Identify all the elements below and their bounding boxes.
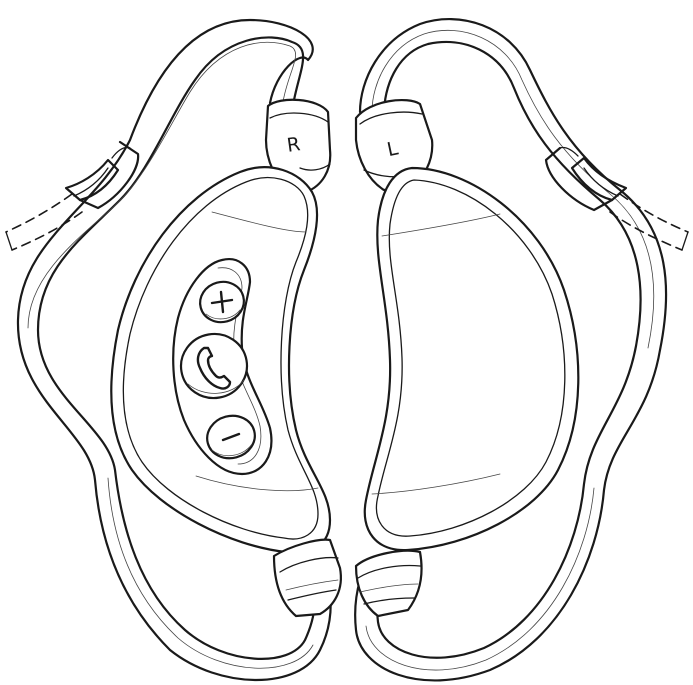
right-earpiece: R bbox=[6, 20, 341, 680]
right-cable-collar bbox=[66, 142, 138, 208]
right-lower-connector bbox=[274, 540, 341, 616]
left-lower-connector bbox=[356, 551, 422, 616]
left-earpiece-body bbox=[365, 168, 579, 550]
